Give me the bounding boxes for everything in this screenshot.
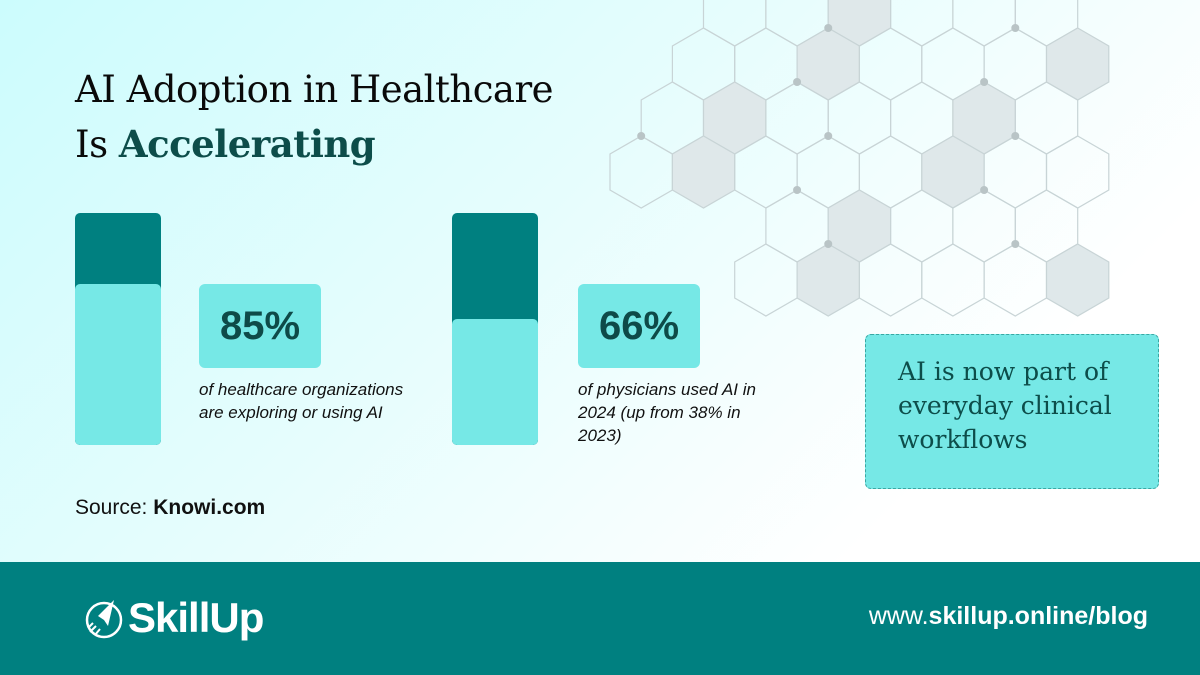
network-node: [980, 78, 989, 86]
network-node: [1011, 240, 1020, 248]
hexagon-shape: [983, 243, 1048, 317]
hexagon-shape: [609, 135, 673, 209]
network-node: [980, 186, 989, 194]
skillup-logo[interactable]: SkillUp: [84, 594, 264, 642]
network-node: [793, 186, 802, 194]
stat-bar-1: [75, 213, 161, 445]
hexagon-shape: [702, 0, 767, 47]
stat-bar-1-fill: [75, 284, 161, 445]
blog-url[interactable]: www.skillup.online/blog: [868, 602, 1148, 630]
stat-value-1: 85%: [199, 284, 321, 368]
source-line: Source: Knowi.com: [75, 496, 266, 519]
network-node: [824, 132, 833, 140]
title-accent: Accelerating: [118, 122, 376, 166]
source-link[interactable]: Knowi.com: [153, 496, 266, 519]
rocket-logo-icon: [85, 600, 123, 639]
stat-description-2: of physicians used AI in 2024 (up from 3…: [578, 380, 756, 445]
hexagon-shape: [952, 0, 1016, 47]
hexagon-shape: [1045, 27, 1110, 101]
stat-value-2: 66%: [578, 284, 700, 368]
hexagon-shape: [921, 243, 985, 317]
network-node: [1011, 24, 1020, 32]
stat-description-1: of healthcare organizations are explorin…: [199, 380, 404, 422]
stat-bar-2-fill: [452, 319, 538, 445]
network-node: [824, 240, 833, 248]
callout-box: AI is now part of everyday clinical work…: [865, 334, 1159, 489]
network-node: [637, 132, 646, 140]
hexagon-shape: [1045, 135, 1110, 209]
stat-bar-2: [452, 213, 538, 445]
footer-bar: SkillUp www.skillup.online/blog: [0, 562, 1200, 675]
brand-name: SkillUp: [128, 594, 264, 641]
hexagon-shape: [734, 243, 798, 317]
hexagon-shape: [890, 0, 954, 47]
network-node: [793, 78, 802, 86]
hexagon-shape: [1045, 243, 1110, 317]
hexagon-network-decoration: [609, 0, 1110, 317]
page-title: AI Adoption in Healthcare Is Acceleratin…: [75, 68, 554, 166]
network-node: [1011, 132, 1020, 140]
network-node: [824, 24, 833, 32]
